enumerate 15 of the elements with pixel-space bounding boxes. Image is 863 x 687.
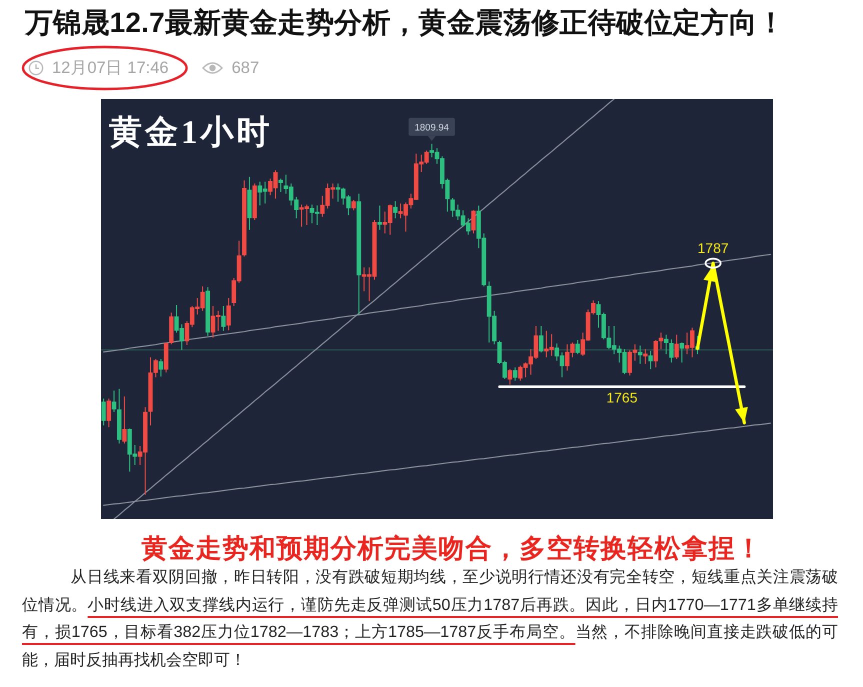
annotation: 1809.94 (414, 122, 449, 134)
note: 1809.94 (408, 118, 455, 141)
text: 能，届时反抽再找机会空即可！ (22, 650, 246, 668)
text: 黄金走势和预期分析完美吻合，多空转换轻松拿捏！ (140, 532, 764, 564)
text: 有，损1765，目标看382压力位1782—1783；上方1785—1787反手布局空。 (22, 623, 576, 641)
text: 位情况。 (22, 596, 88, 614)
chart-subtitle: 黄金1小时 (109, 115, 272, 151)
text: 12月07日 17:46 (52, 58, 169, 79)
text: 687 (232, 58, 260, 78)
text: 当然，不排除晚间直接走跌破低的可 (575, 623, 838, 641)
series-label: 1765 (606, 390, 638, 406)
chart-title: 万锦晟12.7最新黄金走势分析，黄金震荡修正待破位定方向！ (25, 6, 786, 40)
series-label: 1787 (698, 240, 729, 256)
text: 小时线进入双支撑线内运行，谨防先走反弹测试50压力1787后再跌。因此，日内1770—1771多单继续持 (88, 596, 838, 614)
text: 从日线来看双阴回撤，昨日转阳，没有跌破短期均线，至少说明行情还没有完全转空，短线重点关注震荡破 (70, 568, 838, 586)
